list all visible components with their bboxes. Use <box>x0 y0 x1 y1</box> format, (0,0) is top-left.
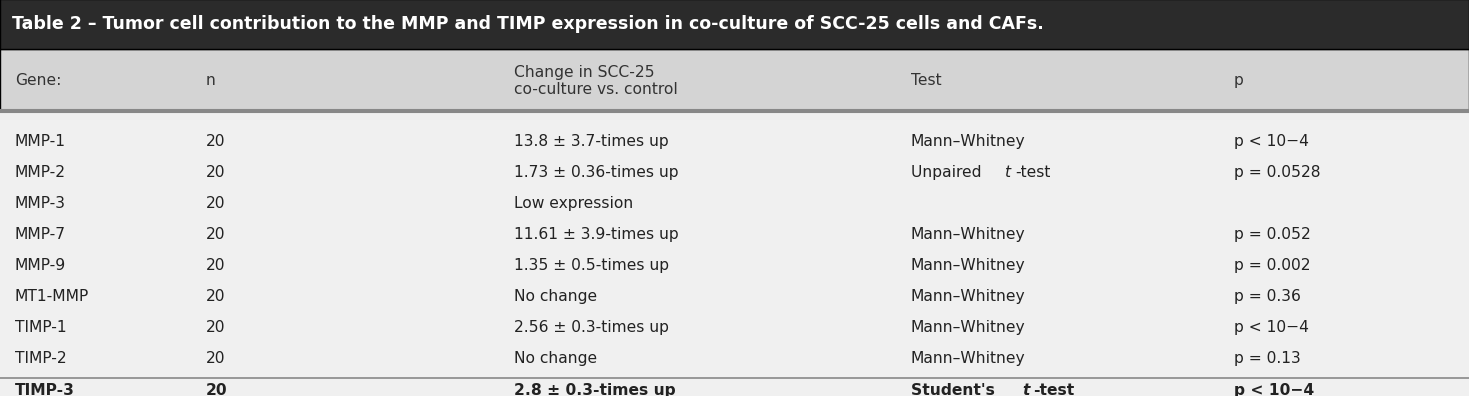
Text: TIMP-1: TIMP-1 <box>15 320 66 335</box>
Text: MMP-7: MMP-7 <box>15 227 66 242</box>
Text: 20: 20 <box>206 165 225 180</box>
Text: p: p <box>1234 73 1244 88</box>
Text: MMP-1: MMP-1 <box>15 134 66 149</box>
Text: Student's: Student's <box>911 383 1000 396</box>
Text: t: t <box>1005 165 1011 180</box>
Text: 1.35 ± 0.5-times up: 1.35 ± 0.5-times up <box>514 258 670 273</box>
Text: 20: 20 <box>206 196 225 211</box>
Text: Unpaired: Unpaired <box>911 165 986 180</box>
Text: p < 10−4: p < 10−4 <box>1234 320 1309 335</box>
Text: p < 10−4: p < 10−4 <box>1234 383 1315 396</box>
Text: MMP-9: MMP-9 <box>15 258 66 273</box>
Text: Change in SCC-25
co-culture vs. control: Change in SCC-25 co-culture vs. control <box>514 65 677 97</box>
Text: 20: 20 <box>206 258 225 273</box>
Text: Test: Test <box>911 73 942 88</box>
FancyBboxPatch shape <box>0 49 1469 111</box>
FancyBboxPatch shape <box>0 0 1469 49</box>
Text: Mann–Whitney: Mann–Whitney <box>911 134 1025 149</box>
Text: p = 0.002: p = 0.002 <box>1234 258 1310 273</box>
Text: 20: 20 <box>206 289 225 304</box>
Text: 11.61 ± 3.9-times up: 11.61 ± 3.9-times up <box>514 227 679 242</box>
Text: MMP-2: MMP-2 <box>15 165 66 180</box>
Text: Mann–Whitney: Mann–Whitney <box>911 320 1025 335</box>
Text: 1.73 ± 0.36-times up: 1.73 ± 0.36-times up <box>514 165 679 180</box>
Text: Mann–Whitney: Mann–Whitney <box>911 227 1025 242</box>
Text: p = 0.052: p = 0.052 <box>1234 227 1310 242</box>
Text: 20: 20 <box>206 383 228 396</box>
Text: t: t <box>1022 383 1030 396</box>
Text: MMP-3: MMP-3 <box>15 196 66 211</box>
Text: TIMP-3: TIMP-3 <box>15 383 75 396</box>
Text: p = 0.36: p = 0.36 <box>1234 289 1302 304</box>
Text: 20: 20 <box>206 227 225 242</box>
Text: No change: No change <box>514 352 598 366</box>
Text: Gene:: Gene: <box>15 73 62 88</box>
Text: 20: 20 <box>206 134 225 149</box>
Text: n: n <box>206 73 216 88</box>
Text: p = 0.0528: p = 0.0528 <box>1234 165 1321 180</box>
Text: p < 10−4: p < 10−4 <box>1234 134 1309 149</box>
Text: 2.8 ± 0.3-times up: 2.8 ± 0.3-times up <box>514 383 676 396</box>
Text: -test: -test <box>1033 383 1074 396</box>
Text: Mann–Whitney: Mann–Whitney <box>911 352 1025 366</box>
Text: TIMP-2: TIMP-2 <box>15 352 66 366</box>
Text: Table 2 – Tumor cell contribution to the MMP and TIMP expression in co-culture o: Table 2 – Tumor cell contribution to the… <box>12 15 1043 33</box>
Text: p = 0.13: p = 0.13 <box>1234 352 1300 366</box>
Text: 20: 20 <box>206 352 225 366</box>
Text: Low expression: Low expression <box>514 196 633 211</box>
Text: No change: No change <box>514 289 598 304</box>
Text: Mann–Whitney: Mann–Whitney <box>911 289 1025 304</box>
Text: MT1-MMP: MT1-MMP <box>15 289 90 304</box>
Text: -test: -test <box>1015 165 1050 180</box>
Text: 20: 20 <box>206 320 225 335</box>
Text: Mann–Whitney: Mann–Whitney <box>911 258 1025 273</box>
Text: 13.8 ± 3.7-times up: 13.8 ± 3.7-times up <box>514 134 668 149</box>
Text: 2.56 ± 0.3-times up: 2.56 ± 0.3-times up <box>514 320 670 335</box>
